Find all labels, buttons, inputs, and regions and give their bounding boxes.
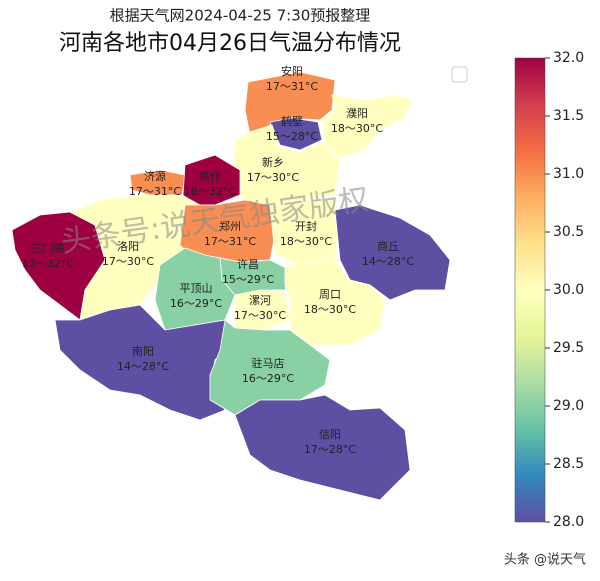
footer: 头条 @说天气	[504, 552, 586, 568]
region-name: 南阳	[132, 345, 154, 358]
region-name: 郑州	[219, 219, 241, 233]
colorbar-tick-label: 30.5	[553, 224, 584, 240]
region	[234, 394, 411, 501]
region-name: 商丘	[377, 239, 399, 253]
region-name: 焦作	[199, 170, 221, 183]
region-name: 洛阳	[117, 239, 139, 253]
region-name: 驻马店	[252, 356, 285, 370]
region-name: 漯河	[249, 294, 271, 307]
region-labels: 安阳 17～31°C 鹤壁 15～28°C 濮阳 18～30°C 新乡 17～30°C 济源 17…	[22, 64, 414, 456]
colorbar-tick-label: 31.0	[553, 166, 584, 182]
region-name: 开封	[295, 219, 317, 233]
region-name: 平顶山	[180, 282, 213, 295]
region-temp: 17～30°C	[102, 255, 154, 268]
region-temp: 17～31°C	[266, 80, 318, 93]
region	[209, 319, 331, 416]
colorbar-ticks: 28.0 28.5 29.0 29.5 30.0 30.5 31.0 31.5 32.0	[545, 50, 584, 530]
colorbar-tick-label: 29.5	[553, 340, 584, 356]
region-name: 济源	[144, 169, 166, 183]
regions	[11, 71, 451, 501]
region-temp: 18～30°C	[304, 303, 356, 316]
region-temp: 14～28°C	[117, 360, 169, 373]
region-temp: 13～32°C	[22, 257, 74, 270]
region-temp: 17～31°C	[204, 235, 256, 248]
region	[269, 117, 323, 151]
region-name: 许昌	[237, 258, 259, 271]
region-name: 周口	[319, 288, 341, 301]
region-temp: 16～29°C	[242, 372, 294, 385]
colorbar	[514, 57, 546, 523]
region-temp: 18～32°C	[184, 185, 236, 198]
region-temp: 16～29°C	[170, 297, 222, 310]
colorbar-tick-label: 29.0	[553, 398, 584, 414]
region-temp: 17～31°C	[129, 185, 181, 198]
colorbar-tick-label: 28.5	[553, 456, 584, 472]
colorbar-tick-label: 32.0	[553, 50, 584, 66]
region-name: 新乡	[262, 155, 284, 169]
region	[334, 204, 451, 301]
region-temp: 15～28°C	[266, 130, 318, 143]
subtitle: 根据天气网2024-04-25 7:30预报整理	[110, 7, 371, 25]
region-temp: 17～30°C	[247, 171, 299, 184]
region-temp: 18～30°C	[331, 122, 383, 135]
colorbar-tick-label: 31.5	[553, 108, 584, 124]
region-name: 信阳	[319, 428, 341, 441]
region	[244, 71, 336, 136]
region-temp: 15～29°C	[222, 273, 274, 286]
colorbar-tick-label: 28.0	[553, 514, 584, 530]
region-temp: 17～28°C	[304, 443, 356, 456]
region-name: 鹤壁	[281, 114, 303, 128]
region-temp: 14～28°C	[362, 255, 414, 268]
region	[321, 94, 413, 159]
title: 河南各地市04月26日气温分布情况	[59, 31, 401, 56]
colorbar-tick-label: 30.0	[553, 282, 584, 298]
region-temp: 17～30°C	[234, 309, 286, 322]
region-name: 三门峡	[32, 241, 65, 255]
region-name: 安阳	[281, 64, 303, 78]
region	[284, 259, 386, 346]
region-name: 濮阳	[346, 106, 368, 120]
region-temp: 18～30°C	[280, 235, 332, 248]
legend-box	[451, 66, 468, 83]
